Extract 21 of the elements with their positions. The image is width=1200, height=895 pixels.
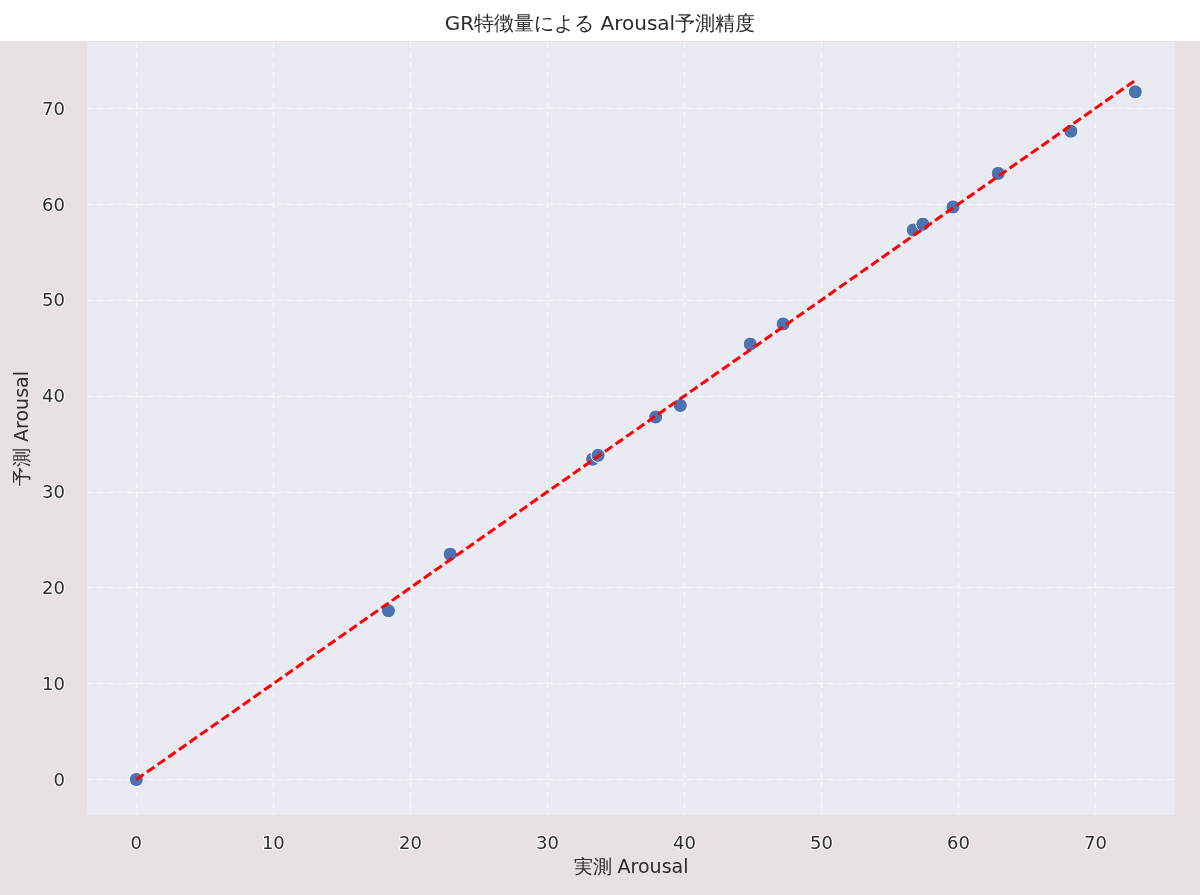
y-tick-label: 50 [42, 289, 65, 311]
x-tick-label: 0 [130, 831, 143, 853]
y-tick-label: 40 [42, 385, 65, 407]
x-tick-label: 60 [947, 831, 970, 853]
y-tick-label: 0 [53, 769, 65, 791]
y-axis-title: 予測 Arousal [9, 371, 32, 486]
x-tick-label: 30 [535, 831, 559, 853]
x-axis-title: 実測 Arousal [573, 855, 689, 878]
point [380, 603, 396, 619]
y-tick-label: 30 [42, 481, 65, 503]
y-tick-label: 20 [42, 577, 65, 599]
x-tick-label: 40 [672, 831, 696, 853]
x-tick-label: 50 [810, 831, 833, 853]
y-tick-label: 60 [42, 193, 65, 215]
chart-title: GR特徴量による Arousal予測精度 [444, 11, 756, 35]
x-tick-label: 10 [261, 831, 285, 853]
point [1127, 84, 1143, 100]
y-tick-label: 10 [42, 673, 65, 695]
y-tick-label: 70 [42, 97, 65, 119]
x-tick-label: 20 [398, 831, 422, 853]
x-tick-label: 70 [1084, 831, 1107, 853]
